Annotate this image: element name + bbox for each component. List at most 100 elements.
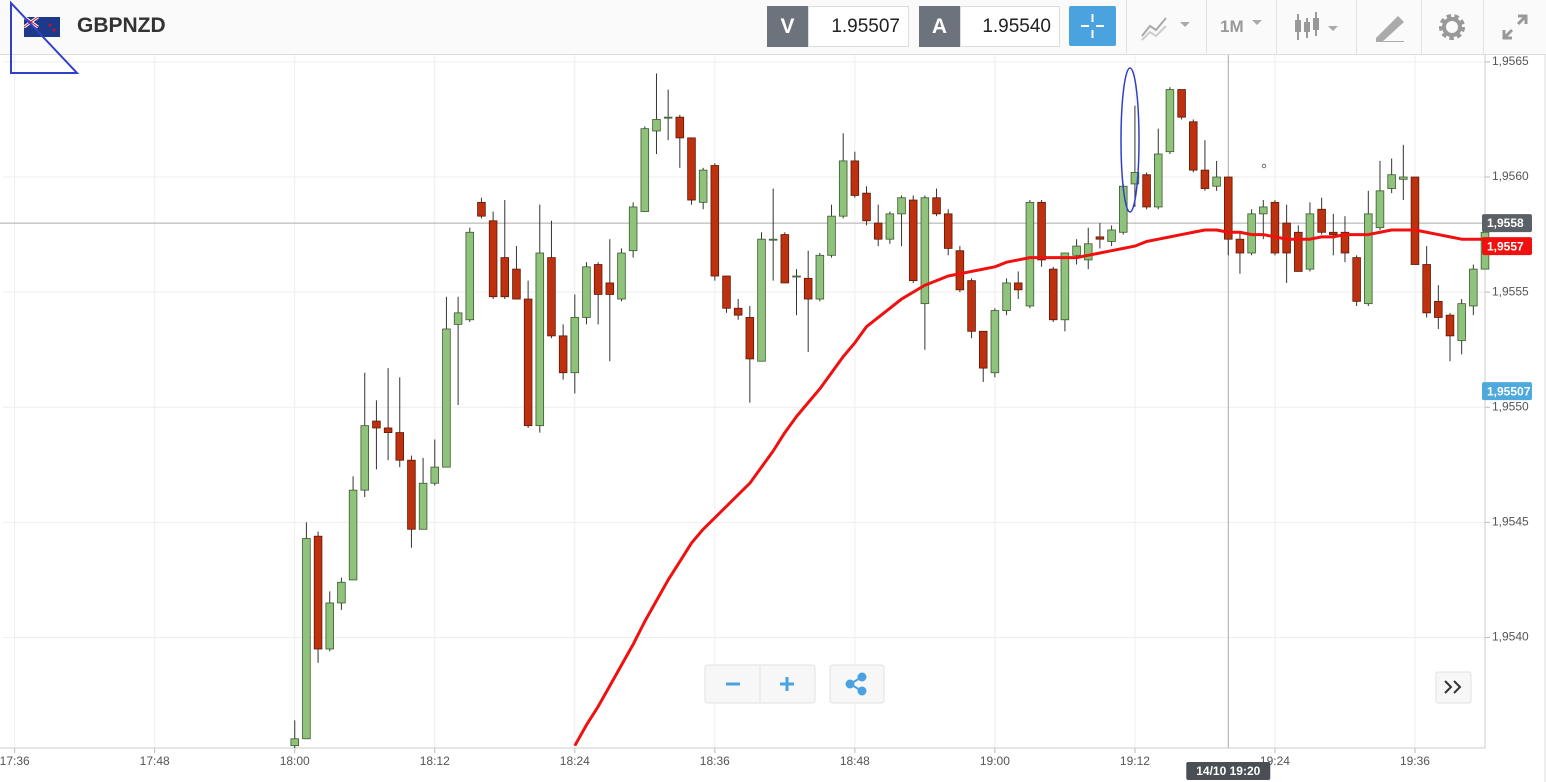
candle-body xyxy=(733,307,743,316)
toolbar: GBPNZD V 1.95507 A 1.95540 1M xyxy=(0,0,1546,55)
candle-body xyxy=(1422,264,1431,314)
candle-body xyxy=(897,197,906,215)
candle-body xyxy=(1037,201,1046,261)
y-tick-label: 1,9540 xyxy=(1492,630,1529,644)
separator xyxy=(1483,0,1484,55)
y-tick-label: 1,9550 xyxy=(1492,399,1529,413)
bid-label[interactable]: V xyxy=(767,6,808,47)
candle-body xyxy=(1434,300,1443,318)
zoom-controls xyxy=(704,664,885,704)
candle-body xyxy=(442,328,451,468)
candle-body xyxy=(1352,257,1361,302)
candle-body xyxy=(593,264,603,295)
flag-icon xyxy=(24,17,60,37)
candle-body xyxy=(1305,213,1315,270)
candle-body xyxy=(978,330,988,369)
candle-body xyxy=(1270,201,1280,254)
x-tick-label: 19:36 xyxy=(1400,754,1430,768)
candle-body xyxy=(1340,231,1350,254)
candle-body xyxy=(1048,268,1058,321)
price-label: 1,9557 xyxy=(1487,239,1524,253)
candle-body xyxy=(640,128,650,212)
candle-body xyxy=(1469,268,1478,307)
price-label-box xyxy=(1482,237,1532,256)
candle-body xyxy=(1165,89,1175,153)
candle-body xyxy=(605,282,615,295)
candle-body xyxy=(955,250,965,291)
x-tick-label: 18:36 xyxy=(700,754,730,768)
candle-body xyxy=(1410,176,1420,265)
bid-price[interactable]: 1.95507 xyxy=(808,6,909,47)
zoom-in[interactable] xyxy=(780,677,794,691)
x-tick-label: 19:00 xyxy=(980,754,1010,768)
separator xyxy=(1276,0,1277,55)
candle-body xyxy=(1189,121,1198,171)
candle-body xyxy=(803,277,813,300)
candle-body xyxy=(325,602,334,650)
candle-body xyxy=(1224,176,1233,240)
x-tick-label: 18:24 xyxy=(560,754,590,768)
candle-body xyxy=(1457,303,1466,341)
candle-body xyxy=(313,535,323,650)
candle-body xyxy=(1107,229,1116,242)
candle-body xyxy=(500,257,510,298)
ask-price[interactable]: 1.95540 xyxy=(960,6,1060,47)
candle-body xyxy=(710,165,720,277)
candle-body xyxy=(908,199,918,282)
candle-body xyxy=(465,231,475,321)
candle-body xyxy=(1294,231,1303,272)
timeframe-arrow[interactable] xyxy=(1250,12,1264,32)
candle-body xyxy=(780,234,790,284)
x-tick-label: 17:48 xyxy=(140,754,170,768)
ask-label[interactable]: A xyxy=(919,6,960,47)
candle-body xyxy=(512,268,521,300)
candle-body xyxy=(1329,231,1338,235)
candle-body xyxy=(407,459,416,530)
crosshair-time-label: 14/10 19:20 xyxy=(1196,764,1260,778)
candle-body xyxy=(453,312,463,325)
candle-body xyxy=(990,310,1000,374)
candle-body xyxy=(383,427,393,433)
candle-style-button[interactable] xyxy=(1290,10,1350,44)
x-tick-label: 18:48 xyxy=(840,754,870,768)
candle-body xyxy=(827,215,836,256)
share-button[interactable] xyxy=(829,664,885,704)
y-tick-label: 1,9560 xyxy=(1492,169,1529,183)
candle-body xyxy=(687,137,696,201)
y-tick-label: 1,9545 xyxy=(1492,515,1529,529)
fullscreen-button[interactable] xyxy=(1500,12,1530,42)
chart-type-button[interactable] xyxy=(1138,12,1198,42)
candle-body xyxy=(1375,190,1385,229)
candle-body xyxy=(1177,89,1186,118)
candle-body xyxy=(1095,236,1105,240)
x-tick-label: 18:00 xyxy=(280,754,310,768)
candle-body xyxy=(1259,206,1268,215)
crosshair-price-label-box xyxy=(1482,214,1532,233)
settings-button[interactable] xyxy=(1436,11,1468,43)
candle-body xyxy=(477,201,486,217)
candle-body xyxy=(967,280,976,332)
candle-body xyxy=(920,197,930,305)
drawn-triangle xyxy=(10,0,80,74)
candle-body xyxy=(302,538,311,740)
candle-body xyxy=(1013,282,1023,291)
scroll-latest-button[interactable] xyxy=(1435,671,1473,705)
y-tick-label: 1,9565 xyxy=(1492,54,1529,68)
timeframe[interactable]: 1M xyxy=(1220,17,1244,36)
moving-average-line xyxy=(573,228,1485,747)
drawing-tools-button[interactable] xyxy=(1372,12,1408,42)
candle-body xyxy=(768,238,778,241)
candle-body xyxy=(873,222,883,240)
candle-body xyxy=(337,581,346,604)
candle-body xyxy=(1200,169,1210,189)
candle-body xyxy=(547,257,556,337)
price-label-box xyxy=(1482,382,1532,401)
candle-body xyxy=(535,252,545,427)
crosshair-button[interactable] xyxy=(1069,6,1116,46)
x-tick-label: 17:36 xyxy=(0,754,30,768)
candle-body xyxy=(570,317,580,374)
separator xyxy=(1421,0,1422,55)
x-tick-label: 18:12 xyxy=(420,754,450,768)
candle-body xyxy=(838,160,848,217)
